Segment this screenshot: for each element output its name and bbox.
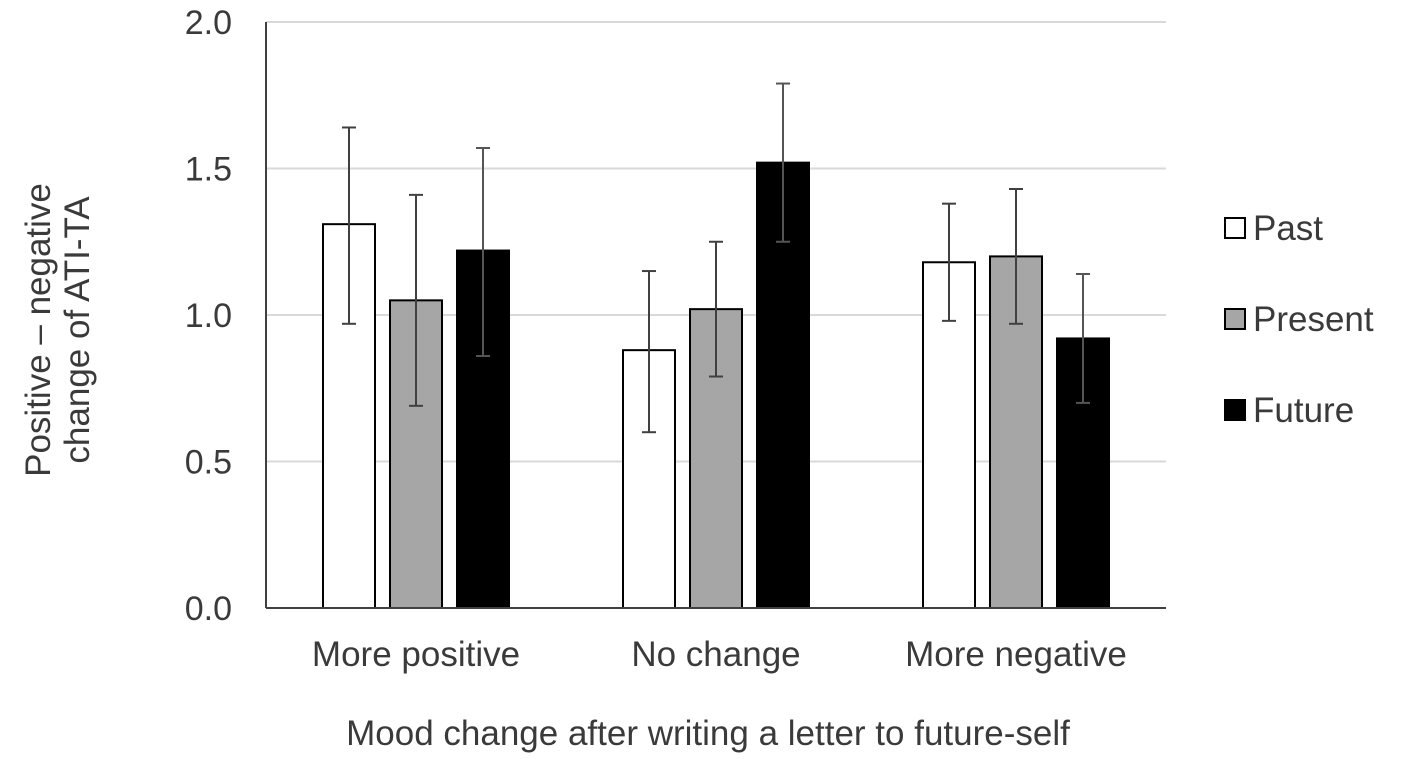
- legend-label-past: Past: [1253, 209, 1323, 248]
- legend-item-present: Present: [1224, 300, 1374, 339]
- legend: Past Present Future: [1224, 209, 1374, 430]
- legend-item-past: Past: [1224, 209, 1323, 248]
- y-axis-title: Positive – negative change of ATI-TA: [19, 183, 97, 477]
- bar-present-2: [689, 308, 743, 609]
- legend-swatch-past: [1224, 217, 1246, 239]
- bars: [322, 161, 1110, 609]
- y-axis-title-line-1: Positive – negative: [19, 183, 58, 477]
- y-tick-label: 1.0: [185, 297, 232, 335]
- axes: [265, 22, 1166, 609]
- y-axis-title-line-2: change of ATI-TA: [58, 196, 97, 464]
- legend-item-future: Future: [1224, 391, 1354, 430]
- x-category-labels: More positive No change More negative: [312, 635, 1127, 674]
- y-tick-label: 0.5: [185, 444, 232, 482]
- legend-swatch-future: [1224, 399, 1246, 421]
- error-bars: [342, 82, 1090, 434]
- legend-label-present: Present: [1253, 300, 1374, 339]
- x-category-label: More negative: [905, 635, 1127, 674]
- x-axis-title: Mood change after writing a letter to fu…: [346, 714, 1070, 753]
- y-tick-label: 2.0: [185, 4, 232, 42]
- y-tick-label: 1.5: [185, 151, 232, 189]
- y-tick-label: 0.0: [185, 590, 232, 628]
- x-category-label: No change: [631, 635, 800, 674]
- legend-swatch-present: [1224, 308, 1246, 330]
- legend-label-future: Future: [1253, 391, 1354, 430]
- x-category-label: More positive: [312, 635, 520, 674]
- y-tick-labels: 0.0 0.5 1.0 1.5 2.0: [185, 4, 232, 628]
